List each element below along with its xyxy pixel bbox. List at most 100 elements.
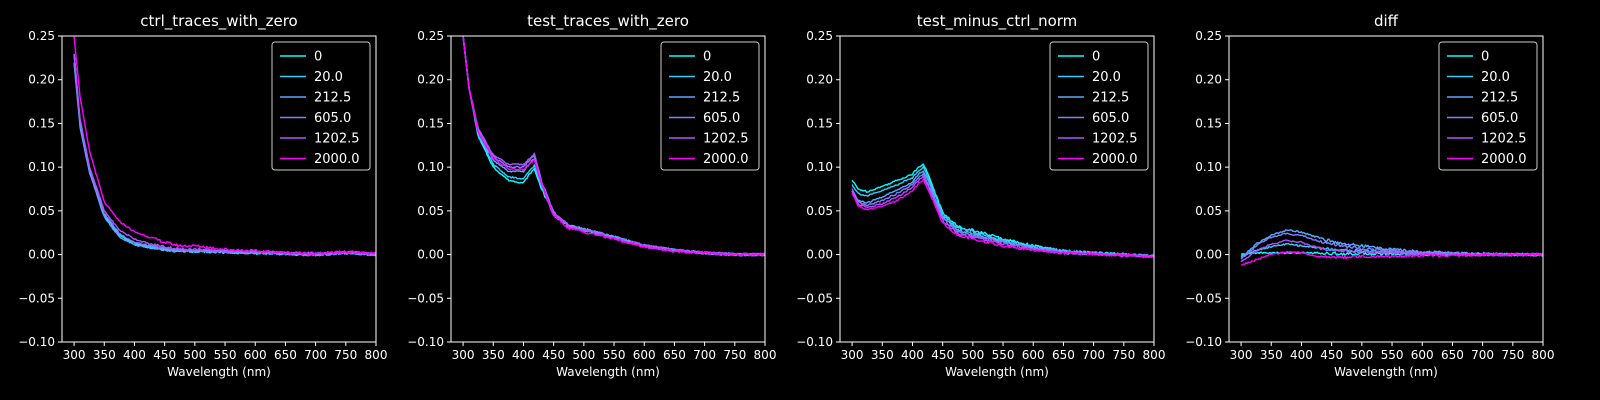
series-line-2000.0 bbox=[462, 36, 765, 257]
chart-title: test_traces_with_zero bbox=[527, 12, 689, 31]
chart-title: diff bbox=[1374, 12, 1399, 30]
chart-panel-0: ctrl_traces_with_zero 300 350 400 450 500 550 6… bbox=[18, 12, 387, 379]
x-tick-label: 300 bbox=[841, 348, 864, 362]
chart-title: test_minus_ctrl_norm bbox=[917, 12, 1078, 31]
legend-label: 2000.0 bbox=[1092, 152, 1138, 167]
x-tick-label: 350 bbox=[1260, 348, 1283, 362]
x-tick-label: 550 bbox=[1381, 348, 1404, 362]
y-tick-label: 0.00 bbox=[806, 248, 833, 262]
x-tick-label: 700 bbox=[693, 348, 716, 362]
x-tick-label: 600 bbox=[1022, 348, 1045, 362]
y-tick-label: 0.00 bbox=[417, 248, 444, 262]
x-tick-label: 800 bbox=[1532, 348, 1555, 362]
series-line-1202.5 bbox=[1240, 239, 1543, 263]
y-tick-label: 0.15 bbox=[28, 116, 55, 130]
x-tick-label: 400 bbox=[123, 348, 146, 362]
legend-label: 20.0 bbox=[703, 70, 732, 85]
legend-label: 2000.0 bbox=[1481, 152, 1527, 167]
x-tick-label: 400 bbox=[512, 348, 535, 362]
x-tick-label: 550 bbox=[603, 348, 626, 362]
y-tick-label: 0.20 bbox=[28, 73, 55, 87]
legend-label: 212.5 bbox=[1092, 91, 1129, 106]
x-tick-label: 450 bbox=[1320, 348, 1343, 362]
x-tick-label: 750 bbox=[723, 348, 746, 362]
x-tick-label: 450 bbox=[931, 348, 954, 362]
x-tick-label: 650 bbox=[274, 348, 297, 362]
x-tick-label: 300 bbox=[1230, 348, 1253, 362]
legend-label: 0 bbox=[314, 50, 322, 65]
legend-label: 20.0 bbox=[1481, 70, 1510, 85]
y-tick-label: −0.05 bbox=[796, 291, 833, 305]
x-tick-label: 600 bbox=[1411, 348, 1434, 362]
y-tick-label: 0.00 bbox=[28, 248, 55, 262]
legend-label: 212.5 bbox=[703, 91, 740, 106]
x-tick-label: 800 bbox=[365, 348, 388, 362]
series-group bbox=[73, 36, 376, 257]
chart-panel-2: test_minus_ctrl_norm 300 350 400 450 500 550 60… bbox=[796, 12, 1165, 379]
y-tick-label: 0.05 bbox=[417, 204, 444, 218]
y-tick-label: −0.05 bbox=[1185, 291, 1222, 305]
x-tick-label: 650 bbox=[663, 348, 686, 362]
y-tick-label: 0.25 bbox=[28, 29, 55, 43]
x-axis-label: Wavelength (nm) bbox=[1334, 365, 1438, 379]
legend-label: 605.0 bbox=[703, 111, 740, 126]
y-tick-label: 0.05 bbox=[806, 204, 833, 218]
y-tick-label: 0.10 bbox=[417, 160, 444, 174]
x-tick-label: 450 bbox=[153, 348, 176, 362]
y-tick-label: 0.15 bbox=[417, 116, 444, 130]
x-tick-label: 650 bbox=[1441, 348, 1464, 362]
x-axis-label: Wavelength (nm) bbox=[167, 365, 271, 379]
x-tick-label: 600 bbox=[633, 348, 656, 362]
x-tick-label: 550 bbox=[214, 348, 237, 362]
series-line-2000.0 bbox=[1240, 250, 1543, 266]
series-group bbox=[462, 36, 765, 257]
x-axis-label: Wavelength (nm) bbox=[945, 365, 1049, 379]
legend-label: 1202.5 bbox=[703, 132, 749, 147]
x-tick-label: 350 bbox=[482, 348, 505, 362]
legend-label: 1202.5 bbox=[1092, 132, 1138, 147]
y-tick-label: 0.10 bbox=[1195, 160, 1222, 174]
x-tick-label: 400 bbox=[1290, 348, 1313, 362]
legend-label: 2000.0 bbox=[314, 152, 360, 167]
x-tick-label: 300 bbox=[452, 348, 475, 362]
series-group bbox=[851, 163, 1154, 259]
y-tick-label: 0.10 bbox=[806, 160, 833, 174]
y-tick-label: 0.15 bbox=[1195, 116, 1222, 130]
x-tick-label: 700 bbox=[1082, 348, 1105, 362]
x-tick-label: 700 bbox=[1471, 348, 1494, 362]
legend-label: 20.0 bbox=[1092, 70, 1121, 85]
plot-frame bbox=[1228, 35, 1544, 343]
y-tick-label: 0.25 bbox=[417, 29, 444, 43]
x-tick-label: 650 bbox=[1052, 348, 1075, 362]
y-tick-label: −0.05 bbox=[407, 291, 444, 305]
legend-label: 0 bbox=[1481, 50, 1489, 65]
series-group bbox=[1240, 229, 1543, 266]
legend-label: 605.0 bbox=[1481, 111, 1518, 126]
legend-label: 20.0 bbox=[314, 70, 343, 85]
legend-label: 605.0 bbox=[1092, 111, 1129, 126]
x-tick-label: 500 bbox=[961, 348, 984, 362]
x-axis-label: Wavelength (nm) bbox=[556, 365, 660, 379]
chart-panel-3: diff 300 350 400 450 500 550 600 650 700 750 800 −0.… bbox=[1185, 12, 1554, 379]
legend-label: 605.0 bbox=[314, 111, 351, 126]
y-tick-label: −0.10 bbox=[18, 335, 55, 349]
y-tick-label: 0.20 bbox=[806, 73, 833, 87]
x-tick-label: 300 bbox=[63, 348, 86, 362]
y-tick-label: 0.15 bbox=[806, 116, 833, 130]
plot-frame bbox=[839, 35, 1155, 343]
legend: 0 20.0 212.5 605.0 1202.5 2000.0 bbox=[1049, 41, 1149, 171]
y-tick-label: 0.10 bbox=[28, 160, 55, 174]
chart-title: ctrl_traces_with_zero bbox=[140, 12, 297, 31]
x-tick-label: 550 bbox=[992, 348, 1015, 362]
legend: 0 20.0 212.5 605.0 1202.5 2000.0 bbox=[660, 41, 760, 171]
y-tick-label: 0.20 bbox=[1195, 73, 1222, 87]
y-tick-label: 0.25 bbox=[806, 29, 833, 43]
y-tick-label: −0.10 bbox=[407, 335, 444, 349]
chart-panel-1: test_traces_with_zero 300 350 400 450 500 550 6… bbox=[407, 12, 776, 379]
x-tick-label: 750 bbox=[1501, 348, 1524, 362]
plot-frame bbox=[450, 35, 766, 343]
y-tick-label: 0.00 bbox=[1195, 248, 1222, 262]
legend-label: 212.5 bbox=[1481, 91, 1518, 106]
